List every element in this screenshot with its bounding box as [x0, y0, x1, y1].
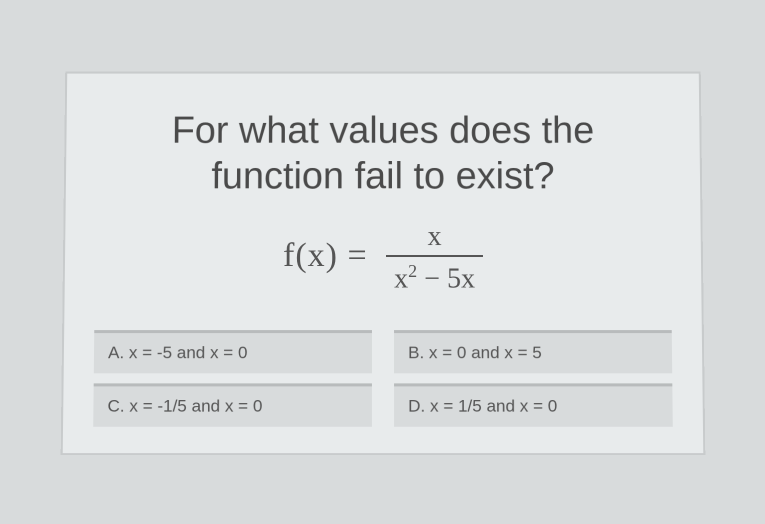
options-grid: A. x = -5 and x = 0 B. x = 0 and x = 5 C… — [93, 330, 673, 427]
formula: f(x) = x x2 − 5x — [94, 222, 671, 296]
option-d[interactable]: D. x = 1/5 and x = 0 — [394, 383, 673, 426]
question-text: For what values does the function fail t… — [95, 109, 670, 199]
formula-numerator: x — [386, 222, 483, 258]
option-b[interactable]: B. x = 0 and x = 5 — [394, 330, 672, 373]
option-c[interactable]: C. x = -1/5 and x = 0 — [93, 383, 372, 426]
formula-fraction: x x2 − 5x — [386, 222, 483, 296]
question-card: For what values does the function fail t… — [60, 72, 705, 455]
option-a[interactable]: A. x = -5 and x = 0 — [93, 330, 371, 373]
question-line-1: For what values does the — [171, 110, 594, 152]
formula-lhs: f(x) = — [282, 237, 367, 274]
question-line-2: function fail to exist? — [211, 155, 554, 197]
formula-denominator: x2 − 5x — [386, 257, 483, 295]
